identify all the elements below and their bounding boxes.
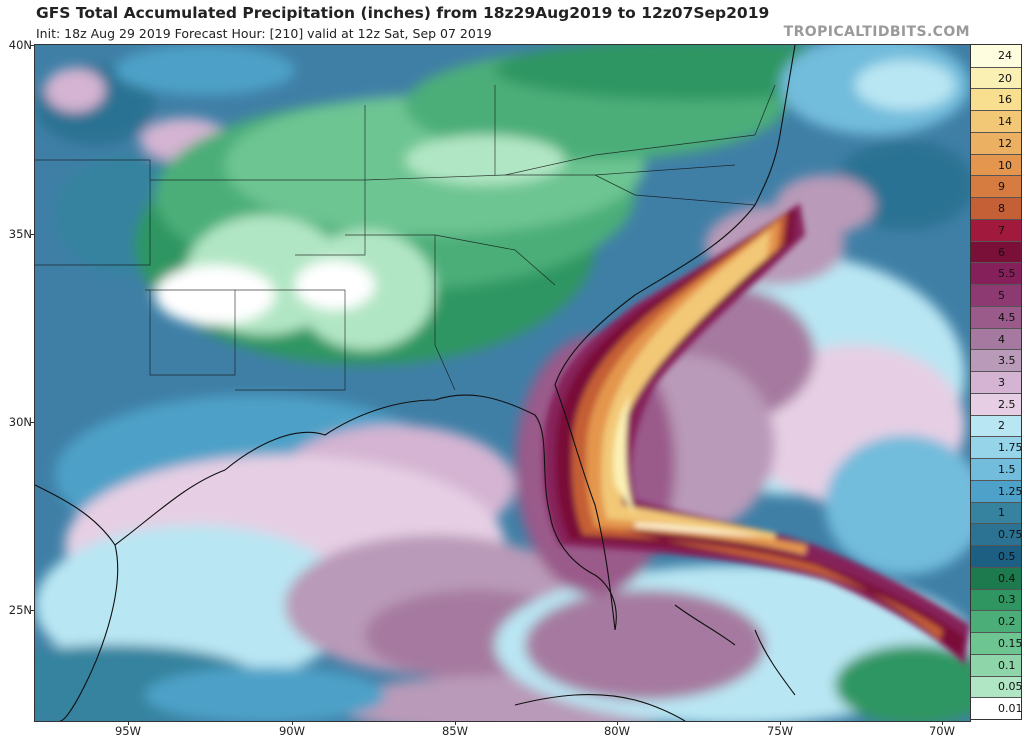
legend-level-label: 0.4 — [998, 571, 1016, 585]
legend-swatch: 16 — [971, 88, 1021, 111]
legend-level-label: 1 — [998, 506, 1005, 520]
precipitation-legend: 24 20 16 14 12 10 9 8 7 6 5.5 5 4.5 4 3.5 3 2.5 2 1.75 1.5 1… — [970, 44, 1023, 720]
legend-swatch: 1.25 — [971, 479, 1023, 502]
lat-label-35n: 35N — [8, 227, 32, 241]
legend-level-label: 20 — [998, 71, 1012, 85]
lat-label-40n: 40N — [8, 38, 32, 52]
lat-tick — [30, 610, 34, 611]
legend-level-label: 0.2 — [998, 615, 1016, 629]
lon-label-75w: 75W — [766, 724, 794, 738]
legend-swatch: 7 — [971, 218, 1021, 241]
legend-swatch: 24 — [971, 45, 1021, 67]
lon-label-80w: 80W — [603, 724, 631, 738]
lat-tick — [30, 45, 34, 46]
legend-level-label: 16 — [998, 93, 1012, 107]
texas-coast — [35, 484, 119, 721]
legend-swatch: 1 — [971, 501, 1021, 524]
legend-swatch: 0.4 — [971, 566, 1021, 589]
legend-level-label: 0.01 — [998, 702, 1023, 716]
lat-label-30n: 30N — [8, 415, 32, 429]
legend-swatch: 20 — [971, 66, 1021, 89]
legend-level-label: 24 — [998, 48, 1012, 62]
legend-swatch: 0.3 — [971, 588, 1021, 611]
legend-level-label: 4 — [998, 332, 1005, 346]
legend-level-label: 2 — [998, 419, 1005, 433]
lon-tick — [292, 721, 293, 725]
precip-blobs — [35, 45, 970, 721]
legend-level-label: 14 — [998, 115, 1012, 129]
legend-swatch: 2.5 — [971, 392, 1021, 415]
legend-swatch: 0.75 — [971, 523, 1023, 546]
lat-tick — [30, 234, 34, 235]
legend-swatch: 3 — [971, 371, 1021, 393]
legend-level-label: 0.05 — [998, 680, 1023, 694]
legend-swatch: 8 — [971, 197, 1021, 219]
lon-tick — [128, 721, 129, 725]
legend-swatch: 0.15 — [971, 632, 1023, 654]
legend-level-label: 3 — [998, 375, 1005, 389]
legend-swatch: 2 — [971, 414, 1021, 437]
legend-level-label: 12 — [998, 136, 1012, 150]
bahamas-outline — [674, 604, 796, 696]
legend-swatch: 0.1 — [971, 653, 1021, 676]
legend-swatch: 0.5 — [971, 545, 1021, 567]
lon-label-85w: 85W — [441, 724, 469, 738]
legend-level-label: 0.1 — [998, 658, 1016, 672]
lat-tick — [30, 422, 34, 423]
legend-level-label: 0.75 — [998, 528, 1023, 542]
legend-level-label: 5 — [998, 289, 1005, 303]
legend-level-label: 3.5 — [998, 354, 1016, 368]
legend-swatch: 12 — [971, 131, 1021, 154]
legend-level-label: 9 — [998, 180, 1005, 194]
lon-tick — [617, 721, 618, 725]
legend-swatch: 10 — [971, 153, 1021, 176]
legend-level-label: 0.15 — [998, 636, 1023, 650]
legend-swatch: 1.5 — [971, 458, 1021, 480]
lon-tick — [780, 721, 781, 725]
legend-swatch: 5 — [971, 284, 1021, 306]
legend-level-label: 1.25 — [998, 484, 1023, 498]
state-borders — [35, 84, 776, 391]
gulf-coast — [114, 394, 617, 631]
legend-level-label: 2.5 — [998, 397, 1016, 411]
lon-label-90w: 90W — [278, 724, 306, 738]
lon-label-95w: 95W — [114, 724, 142, 738]
legend-swatch: 1.75 — [971, 436, 1023, 459]
legend-swatch: 6 — [971, 240, 1021, 263]
legend-swatch: 4 — [971, 327, 1021, 350]
legend-swatch: 4.5 — [971, 305, 1021, 328]
lon-label-70w: 70W — [928, 724, 956, 738]
legend-swatch: 5.5 — [971, 262, 1021, 285]
legend-level-label: 8 — [998, 202, 1005, 216]
lon-tick — [942, 721, 943, 725]
legend-swatch: 14 — [971, 110, 1021, 132]
legend-level-label: 0.3 — [998, 593, 1016, 607]
legend-swatch: 0.01 — [971, 697, 1023, 719]
legend-level-label: 1.5 — [998, 462, 1016, 476]
atlantic-coast — [554, 45, 796, 631]
legend-swatch: 0.05 — [971, 675, 1023, 698]
legend-level-label: 4.5 — [998, 310, 1016, 324]
lat-label-25n: 25N — [8, 603, 32, 617]
legend-level-label: 1.75 — [998, 441, 1023, 455]
legend-level-label: 10 — [998, 158, 1012, 172]
precipitation-map — [34, 44, 971, 722]
site-credit: TROPICALTIDBITS.COM — [783, 24, 970, 40]
legend-swatch: 3.5 — [971, 349, 1021, 372]
legend-level-label: 0.5 — [998, 549, 1016, 563]
cuba-coast — [514, 694, 686, 721]
legend-swatch: 9 — [971, 175, 1021, 198]
lon-tick — [455, 721, 456, 725]
precipitation-field — [35, 45, 970, 721]
legend-swatch: 0.2 — [971, 610, 1021, 633]
heavy-precip-swath — [543, 203, 970, 665]
legend-level-label: 6 — [998, 245, 1005, 259]
coastlines — [35, 45, 796, 721]
forecast-info: Init: 18z Aug 29 2019 Forecast Hour: [21… — [36, 26, 492, 41]
legend-level-label: 5.5 — [998, 267, 1016, 281]
legend-level-label: 7 — [998, 223, 1005, 237]
chart-title: GFS Total Accumulated Precipitation (inc… — [36, 4, 770, 22]
